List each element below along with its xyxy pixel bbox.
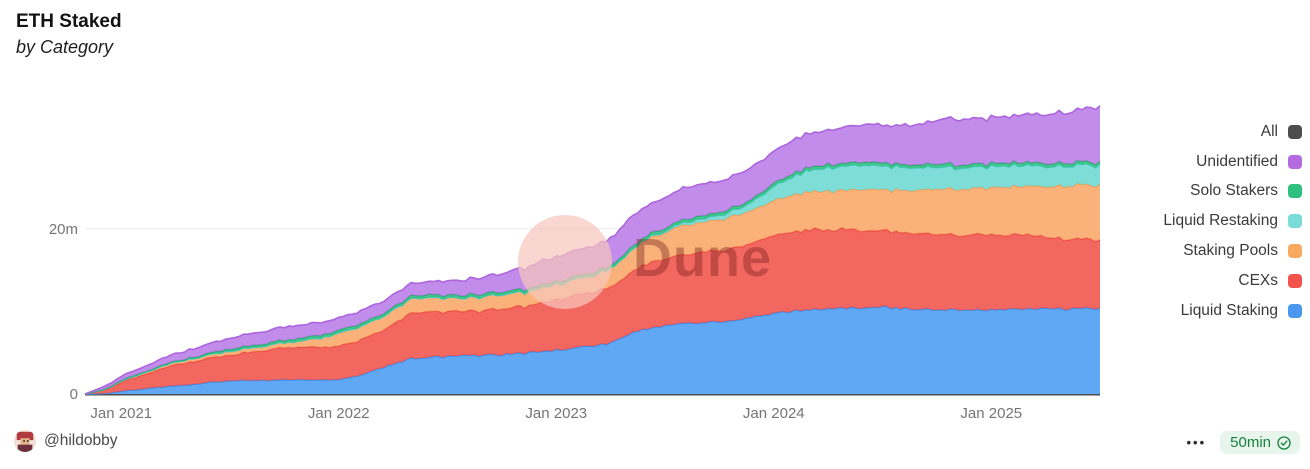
author-attribution[interactable]: @hildobby	[14, 430, 117, 452]
legend-item-solo-stakers[interactable]: Solo Stakers	[1190, 177, 1302, 207]
avatar-image	[14, 430, 36, 452]
legend-swatch	[1288, 303, 1302, 318]
more-options-button[interactable]: •••	[1186, 435, 1207, 450]
legend-label: Staking Pools	[1183, 242, 1278, 260]
legend-swatch	[1288, 154, 1302, 169]
legend-label: Liquid Staking	[1180, 301, 1278, 319]
x-tick-label: Jan 2023	[525, 405, 587, 422]
legend-swatch	[1288, 273, 1302, 288]
area-cexs	[85, 227, 1100, 394]
legend-swatch	[1288, 214, 1302, 229]
chart-subtitle: by Category	[16, 36, 114, 57]
legend-item-liquid-restaking[interactable]: Liquid Restaking	[1163, 206, 1302, 236]
legend: All Unidentified Solo Stakers Liquid Restak…	[1163, 117, 1302, 326]
chart-header: ETH Staked by Category	[16, 10, 122, 60]
legend-item-staking-pools[interactable]: Staking Pools	[1183, 236, 1302, 266]
legend-label: Liquid Restaking	[1163, 212, 1278, 230]
legend-swatch	[1288, 184, 1302, 199]
legend-item-all[interactable]: All	[1261, 117, 1302, 147]
legend-item-liquid-staking[interactable]: Liquid Staking	[1181, 296, 1302, 326]
chart-title: ETH Staked	[16, 11, 122, 32]
legend-item-unidentified[interactable]: Unidentified	[1196, 147, 1302, 177]
legend-label: CEXs	[1238, 271, 1278, 289]
legend-swatch	[1288, 244, 1302, 259]
y-tick-label: 0	[70, 386, 78, 403]
legend-swatch	[1288, 124, 1302, 139]
y-tick-label: 20m	[49, 221, 78, 238]
refresh-age-label: 50min	[1230, 434, 1271, 451]
area-liquid-restaking	[85, 163, 1100, 394]
legend-label: Unidentified	[1196, 152, 1278, 170]
x-tick-label: Jan 2022	[308, 405, 370, 422]
author-avatar	[14, 430, 36, 452]
legend-label: Solo Stakers	[1190, 182, 1278, 200]
x-tick-label: Jan 2024	[743, 405, 805, 422]
refresh-status-badge[interactable]: 50min	[1220, 431, 1300, 454]
x-tick-label: Jan 2021	[90, 405, 152, 422]
footer-controls: ••• 50min	[1186, 430, 1300, 455]
legend-label: All	[1260, 122, 1278, 140]
x-tick-label: Jan 2025	[960, 405, 1022, 422]
author-handle[interactable]: @hildobby	[44, 432, 118, 449]
area-liquid-staking	[85, 306, 1100, 394]
legend-item-cexs[interactable]: CEXs	[1238, 266, 1302, 296]
verified-check-icon	[1277, 435, 1291, 450]
